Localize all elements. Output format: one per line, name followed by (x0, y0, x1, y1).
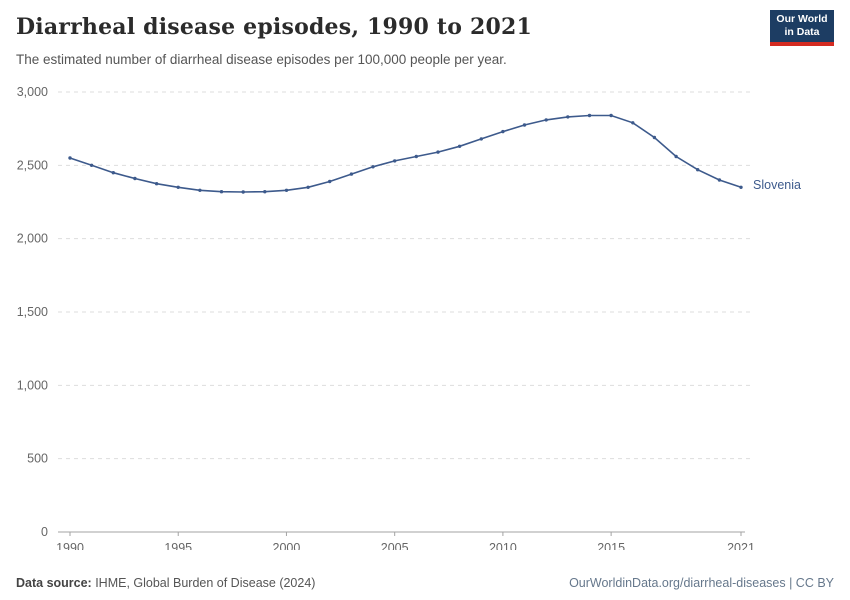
data-point[interactable] (609, 113, 613, 118)
data-point[interactable] (198, 188, 202, 192)
y-axis-tick-label: 1,500 (17, 305, 48, 319)
y-axis-tick-label: 2,000 (17, 232, 48, 246)
data-point[interactable] (393, 159, 397, 163)
chart-canvas: 0 500 1,000 1,500 2,000 2,500 3,000 1990 1995 200… (17, 85, 755, 555)
data-point[interactable] (717, 178, 722, 182)
data-point[interactable] (371, 165, 375, 169)
data-point[interactable] (284, 188, 289, 192)
data-point[interactable] (306, 185, 310, 189)
data-point[interactable] (457, 144, 462, 148)
data-point[interactable] (111, 171, 116, 175)
data-point[interactable] (328, 179, 332, 184)
data-point[interactable] (587, 113, 592, 118)
data-point[interactable] (674, 154, 678, 159)
data-point[interactable] (652, 135, 657, 140)
credit-link[interactable]: OurWorldinData.org/diarrheal-diseases | … (569, 576, 834, 590)
data-point[interactable] (696, 168, 700, 172)
chart-footer: Data source: IHME, Global Burden of Dise… (0, 576, 850, 590)
x-axis-tick-label: 1990 (56, 541, 84, 550)
data-point[interactable] (436, 150, 440, 154)
y-axis-tick-label: 1,000 (17, 378, 48, 392)
line-chart: 0 500 1,000 1,500 2,000 2,500 3,000 1990 1995 200… (0, 80, 850, 555)
data-point[interactable] (154, 182, 159, 186)
data-point[interactable] (566, 115, 570, 119)
data-source-label: Data source: (16, 576, 92, 590)
data-point[interactable] (176, 185, 180, 189)
series-end-label[interactable]: Slovenia (753, 178, 801, 193)
data-point[interactable] (68, 156, 72, 160)
data-source-text: IHME, Global Burden of Disease (2024) (91, 576, 316, 590)
data-point[interactable] (241, 190, 245, 194)
data-point[interactable] (89, 163, 94, 167)
owid-logo-line1: Our World (776, 12, 828, 25)
owid-logo-line2: in Data (784, 26, 820, 38)
data-point[interactable] (501, 129, 505, 134)
data-point[interactable] (479, 137, 483, 141)
data-point[interactable] (631, 121, 635, 125)
data-point[interactable] (263, 190, 267, 194)
x-axis-tick-label: 2021 (727, 541, 755, 550)
series-line[interactable] (69, 114, 742, 193)
data-point[interactable] (739, 185, 743, 189)
data-point[interactable] (219, 190, 224, 194)
data-point[interactable] (522, 123, 527, 127)
y-axis-tick-label: 2,500 (17, 158, 48, 172)
y-axis-tick-label: 500 (27, 452, 48, 466)
data-point[interactable] (133, 176, 137, 181)
y-axis-tick-label: 0 (41, 525, 48, 539)
data-source: Data source: IHME, Global Burden of Dise… (16, 576, 315, 590)
x-axis-tick-label: 1995 (164, 541, 192, 550)
y-axis-tick-label: 3,000 (17, 85, 48, 99)
x-axis-tick-label: 2000 (273, 541, 301, 550)
owid-logo: Our World in Data (770, 10, 834, 46)
data-point[interactable] (414, 154, 418, 159)
data-point[interactable] (544, 118, 548, 122)
chart-subtitle: The estimated number of diarrheal diseas… (16, 52, 507, 67)
page-title: Diarrheal disease episodes, 1990 to 2021 (16, 14, 533, 40)
x-axis-tick-label: 2015 (597, 541, 625, 550)
x-axis-tick-label: 2005 (381, 541, 409, 550)
data-point[interactable] (349, 172, 354, 176)
x-axis-tick-label: 2010 (489, 541, 517, 550)
